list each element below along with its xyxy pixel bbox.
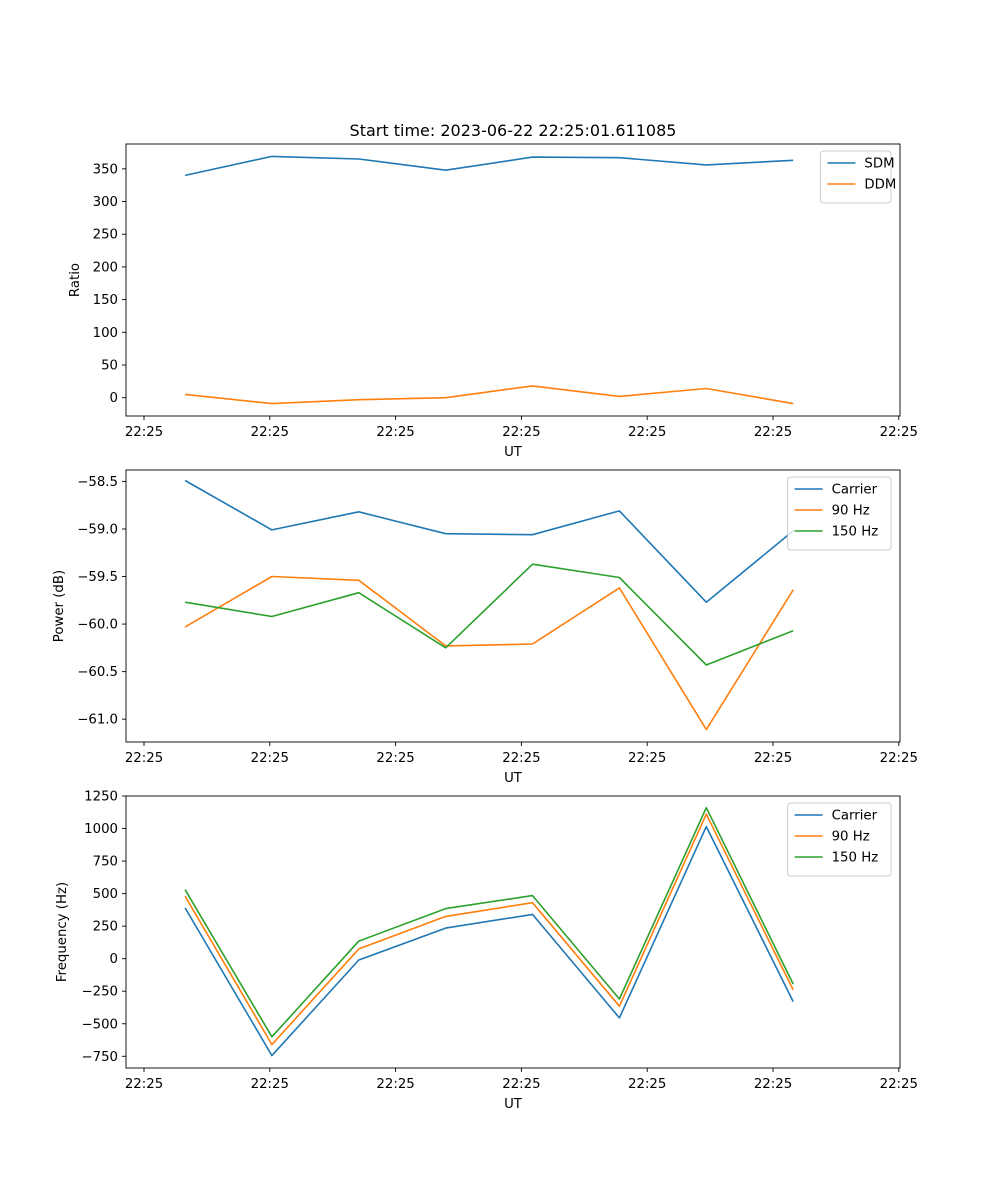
y-tick-label: 0 xyxy=(110,952,118,967)
y-axis-label: Ratio xyxy=(68,263,83,297)
series-line-90-hz xyxy=(184,813,794,1046)
y-tick-label: 1250 xyxy=(84,790,118,805)
legend: Carrier 90 Hz 150 Hz xyxy=(787,476,892,551)
x-tick-label: 22:25 xyxy=(251,751,289,766)
x-tick-label: 22:25 xyxy=(502,1077,540,1092)
x-tick-label: 22:25 xyxy=(251,425,289,440)
y-tick-label: 0 xyxy=(110,391,118,406)
y-tick-label: −59.5 xyxy=(77,570,118,585)
x-axis-label: UT xyxy=(504,445,523,460)
x-tick-label: 22:25 xyxy=(502,425,540,440)
x-tick-label: 22:25 xyxy=(880,1077,918,1092)
legend: SDM DDM xyxy=(819,150,896,204)
chart-panel-3: 22:2522:2522:2522:2522:2522:2522:2522:26… xyxy=(55,790,918,1113)
chart-panel-2: 22:2522:2522:2522:2522:2522:2522:2522:26… xyxy=(52,469,918,786)
series-line-carrier xyxy=(184,825,794,1057)
y-tick-label: 200 xyxy=(93,260,118,275)
y-tick-label: 150 xyxy=(93,293,118,308)
x-tick-label: 22:25 xyxy=(880,425,918,440)
figure-title: Start time: 2023-06-22 22:25:01.611085 xyxy=(350,121,677,140)
y-tick-label: −60.5 xyxy=(77,665,118,680)
y-tick-label: −250 xyxy=(81,985,118,1000)
x-tick-label: 22:25 xyxy=(376,1077,414,1092)
legend-label: 90 Hz xyxy=(832,504,870,519)
chart-panel-1: 22:2522:2522:2522:2522:2522:2522:2522:26… xyxy=(68,143,918,460)
legend: Carrier 90 Hz 150 Hz xyxy=(787,802,892,877)
x-tick-label: 22:25 xyxy=(125,751,163,766)
y-tick-label: 50 xyxy=(101,359,118,374)
series-line-carrier xyxy=(184,479,794,604)
y-axis-label: Frequency (Hz) xyxy=(55,882,70,982)
y-tick-label: 100 xyxy=(93,326,118,341)
series-line-sdm xyxy=(184,155,794,177)
plot-frame xyxy=(125,795,901,1069)
y-tick-label: 1000 xyxy=(84,822,118,837)
legend-label: Carrier xyxy=(832,483,878,498)
x-tick-label: 22:25 xyxy=(125,1077,163,1092)
y-tick-label: 750 xyxy=(93,855,118,870)
x-tick-label: 22:25 xyxy=(376,425,414,440)
x-tick-label: 22:25 xyxy=(880,751,918,766)
x-tick-label: 22:25 xyxy=(754,751,792,766)
y-tick-label: 250 xyxy=(93,920,118,935)
legend-label: Carrier xyxy=(832,809,878,824)
y-tick-label: −61.0 xyxy=(77,713,118,728)
y-tick-label: −750 xyxy=(81,1050,118,1065)
x-tick-label: 22:25 xyxy=(125,425,163,440)
panels: 22:2522:2522:2522:2522:2522:2522:2522:26… xyxy=(52,143,918,1113)
y-tick-label: −500 xyxy=(81,1017,118,1032)
x-tick-label: 22:25 xyxy=(754,1077,792,1092)
series-line-90-hz xyxy=(184,575,794,731)
y-tick-label: 250 xyxy=(93,228,118,243)
legend-label: DDM xyxy=(864,178,896,193)
series-line-150-hz xyxy=(184,806,794,1038)
x-axis-label: UT xyxy=(504,771,523,786)
x-tick-label: 22:25 xyxy=(628,751,666,766)
y-tick-label: 350 xyxy=(93,162,118,177)
y-tick-label: 300 xyxy=(93,195,118,210)
x-axis-label: UT xyxy=(504,1097,523,1112)
legend-label: SDM xyxy=(864,157,894,172)
x-tick-label: 22:25 xyxy=(628,1077,666,1092)
plot-frame xyxy=(125,469,901,743)
legend-box xyxy=(819,150,892,204)
y-tick-label: −59.0 xyxy=(77,522,118,537)
series-line-150-hz xyxy=(184,563,794,666)
plot-frame xyxy=(125,143,901,417)
legend-label: 90 Hz xyxy=(832,830,870,845)
y-tick-label: 500 xyxy=(93,887,118,902)
series-line-ddm xyxy=(185,385,794,405)
y-tick-label: −60.0 xyxy=(77,618,118,633)
y-axis-label: Power (dB) xyxy=(52,570,67,642)
x-tick-label: 22:25 xyxy=(754,425,792,440)
x-tick-label: 22:25 xyxy=(376,751,414,766)
legend-label: 150 Hz xyxy=(832,851,879,866)
x-tick-label: 22:25 xyxy=(628,425,666,440)
x-tick-label: 22:25 xyxy=(251,1077,289,1092)
legend-label: 150 Hz xyxy=(832,525,879,540)
y-tick-label: −58.5 xyxy=(77,475,118,490)
x-tick-label: 22:25 xyxy=(502,751,540,766)
